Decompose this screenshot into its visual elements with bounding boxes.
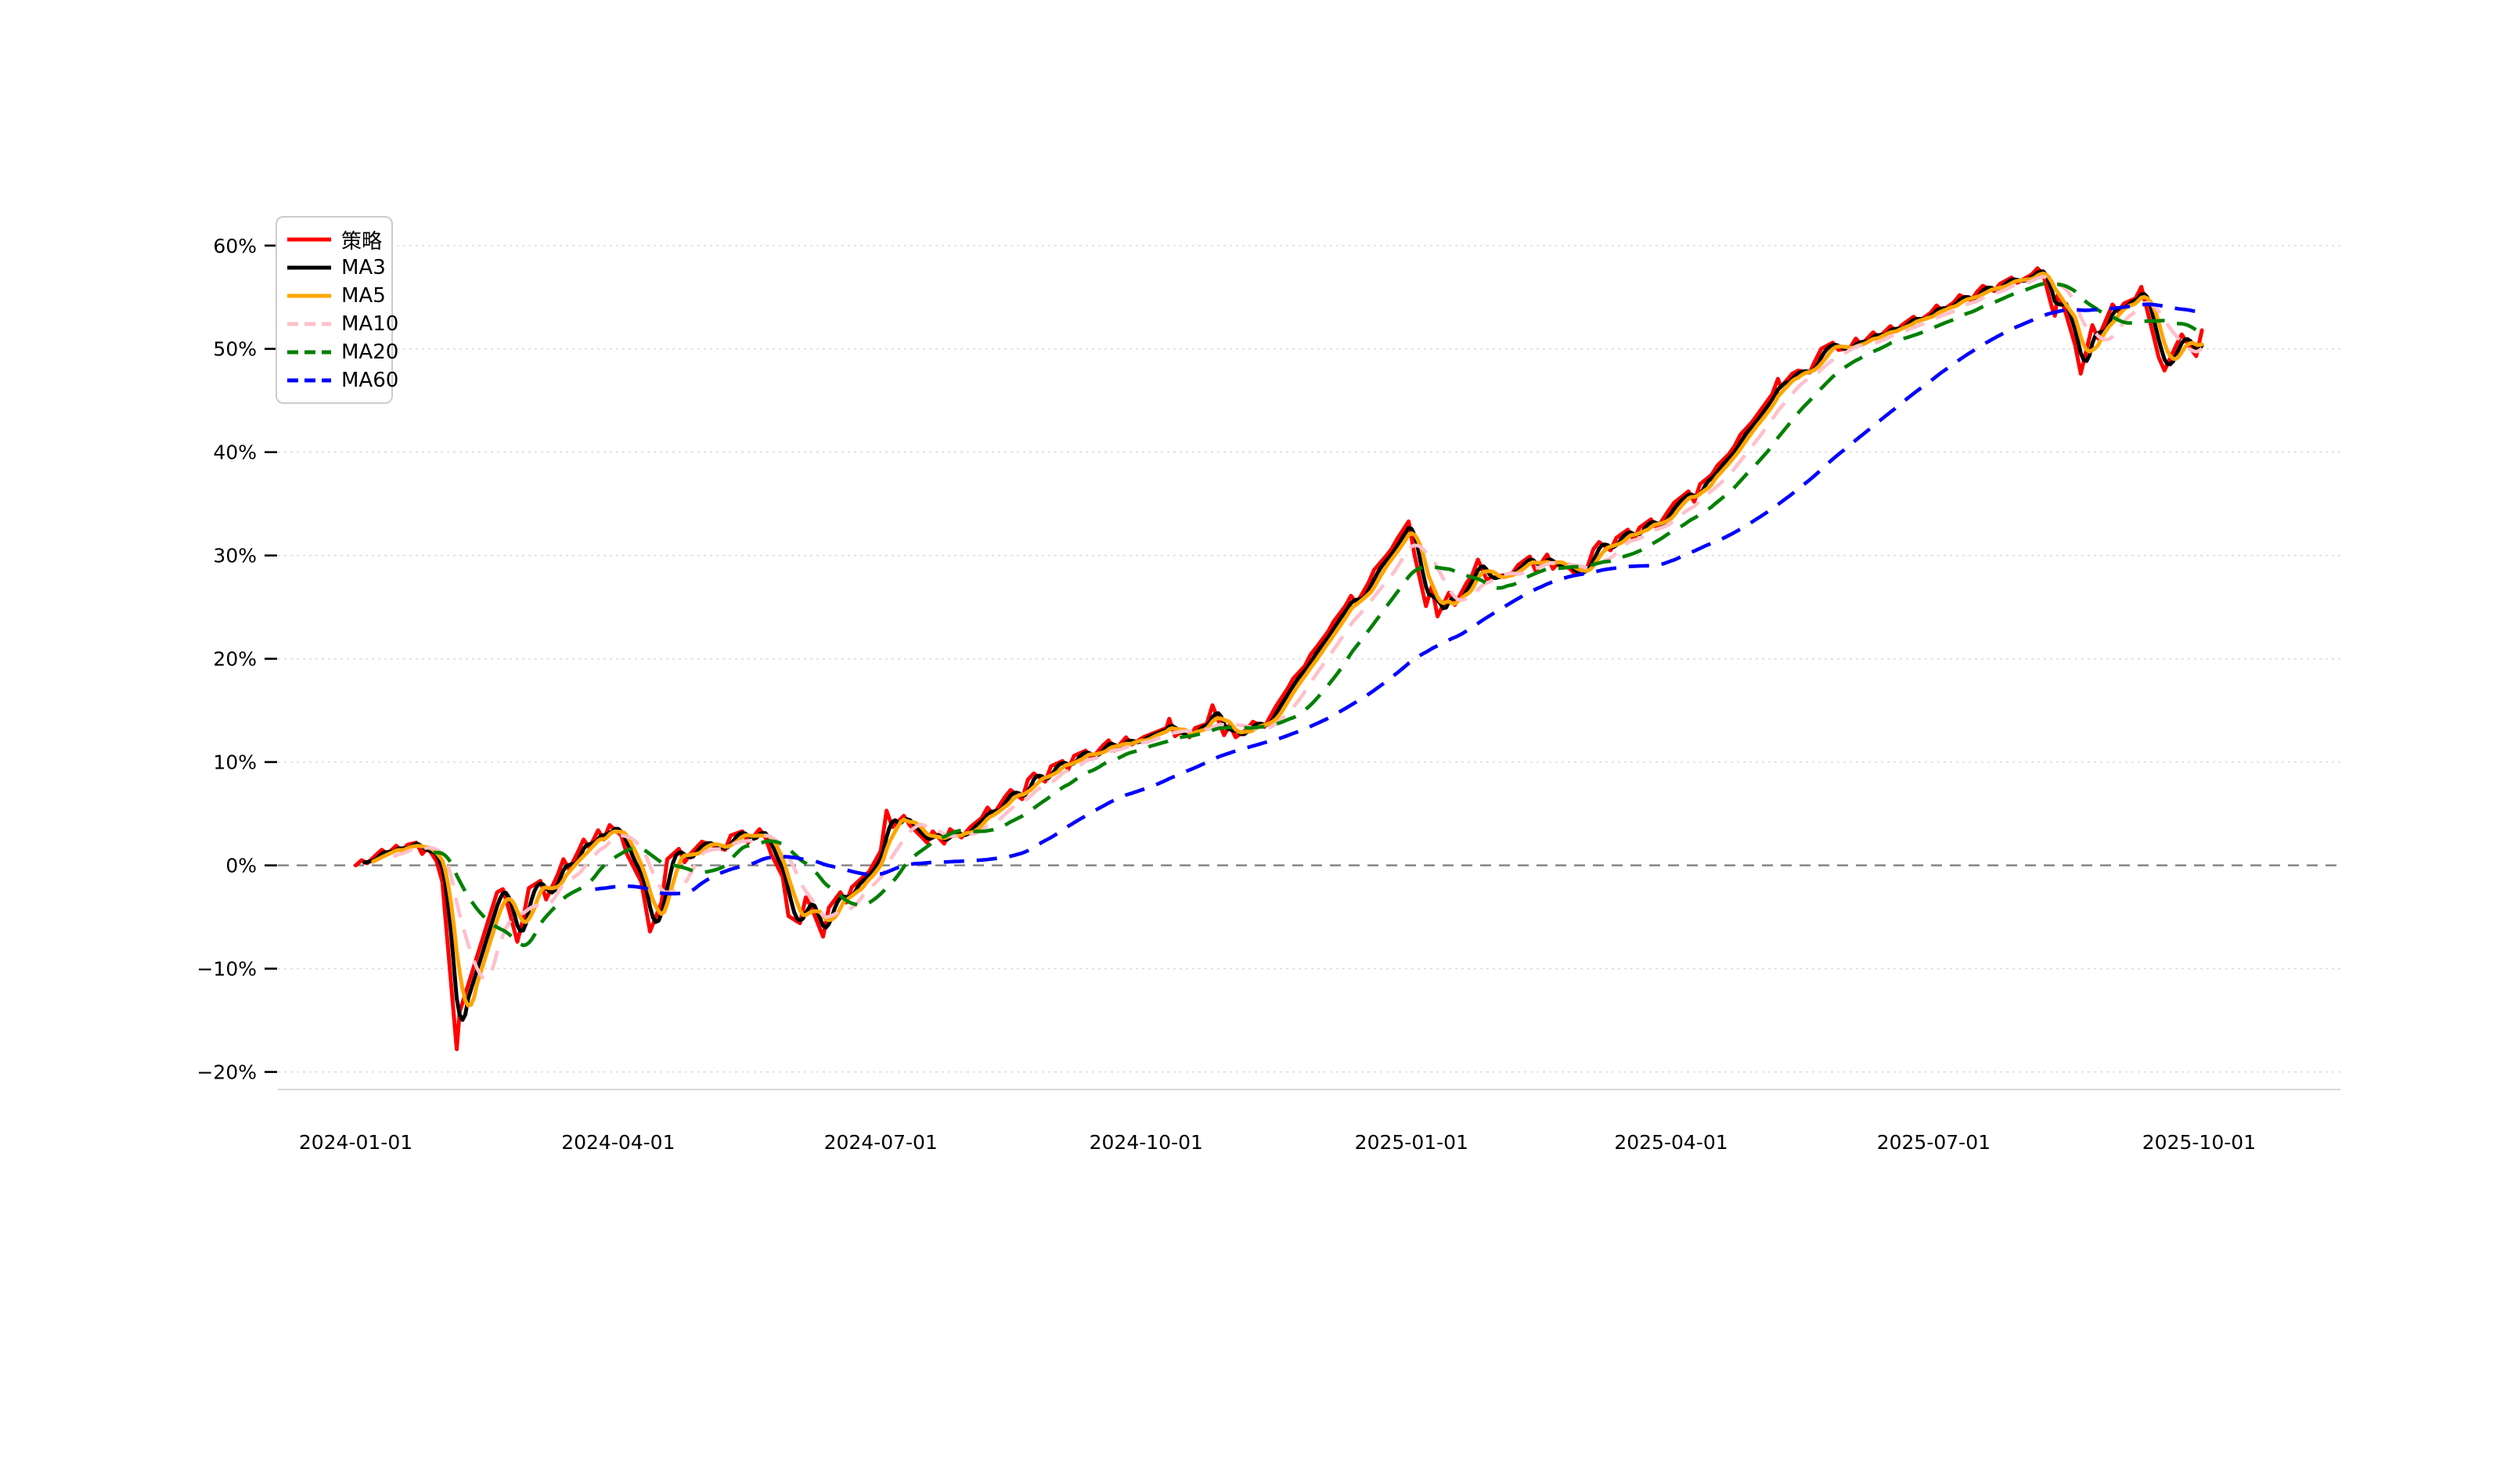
legend-line-sample <box>287 350 331 355</box>
y-tick-label: 50% <box>213 338 257 361</box>
series-line-MA60 <box>595 302 2203 896</box>
series-line-MA10 <box>392 275 2203 981</box>
x-tick-label: 2024-04-01 <box>561 1131 675 1154</box>
legend-line-sample <box>287 322 331 326</box>
legend-item-MA60: MA60 <box>286 366 398 394</box>
series-line-策略 <box>354 266 2204 1051</box>
axis-layer: 60% 50% 40% 30% 20% 10% 0% −10% −20% 2024-01-01 20… <box>196 235 2340 1154</box>
legend-line-sample <box>287 294 331 298</box>
y-tick-label: 10% <box>213 751 257 774</box>
y-tick-label: −10% <box>196 958 257 981</box>
legend-label: MA60 <box>341 369 399 392</box>
legend-line-sample <box>287 265 331 270</box>
legend-label: MA20 <box>341 340 399 364</box>
legend-item-策略: 策略 <box>286 225 383 254</box>
legend-label: MA3 <box>341 256 386 279</box>
series-layer <box>354 266 2204 1051</box>
y-tick-label: 20% <box>213 648 257 671</box>
legend-label: MA10 <box>341 312 399 336</box>
series-line-MA3 <box>362 269 2204 1022</box>
x-tick-label: 2025-01-01 <box>1355 1131 1468 1154</box>
legend-item-MA10: MA10 <box>286 310 398 338</box>
y-tick-label: 0% <box>225 855 257 877</box>
x-tick-label: 2024-07-01 <box>824 1131 938 1154</box>
y-tick-label: 40% <box>213 441 257 464</box>
legend-line-sample <box>287 237 331 242</box>
x-tick-label: 2025-10-01 <box>2142 1131 2256 1154</box>
legend: 策略 MA3 MA5 MA10 MA20 MA60 <box>276 216 398 404</box>
legend-label: MA5 <box>341 284 386 308</box>
y-tick-label: −20% <box>196 1061 257 1084</box>
y-tick-label: 60% <box>213 235 257 258</box>
y-tick-label: 30% <box>213 545 257 567</box>
x-tick-label: 2025-07-01 <box>1877 1131 1991 1154</box>
legend-item-MA20: MA20 <box>286 338 398 366</box>
legend-line-sample <box>287 378 331 383</box>
series-line-MA20 <box>433 281 2203 948</box>
grid-layer <box>278 244 2340 1073</box>
legend-label: 策略 <box>341 229 383 254</box>
legend-item-MA5: MA5 <box>286 282 386 310</box>
x-tick-label: 2025-04-01 <box>1614 1131 1728 1154</box>
legend-item-MA3: MA3 <box>286 254 386 282</box>
x-tick-label: 2024-01-01 <box>299 1131 413 1154</box>
x-tick-label: 2024-10-01 <box>1090 1131 1203 1154</box>
